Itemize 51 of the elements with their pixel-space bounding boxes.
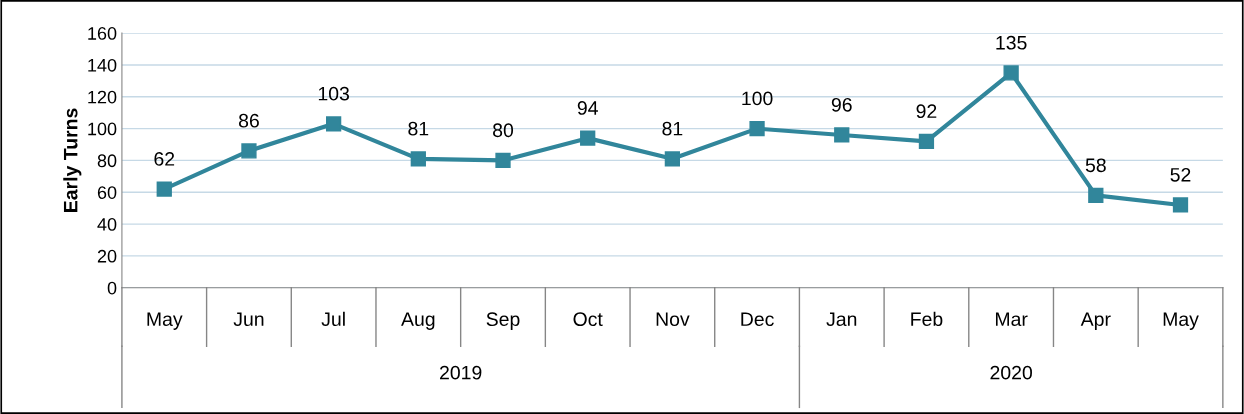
y-tick-label: 120 xyxy=(88,90,117,104)
data-label: 96 xyxy=(831,97,852,112)
point xyxy=(325,116,342,132)
data-label: 80 xyxy=(493,123,514,138)
point xyxy=(495,152,511,169)
y-tick-label: 100 xyxy=(88,122,117,136)
point xyxy=(834,127,850,143)
point xyxy=(580,130,596,146)
x-tick-label: May xyxy=(147,312,183,330)
x-tick-label: Oct xyxy=(573,312,603,327)
point xyxy=(664,151,681,167)
y-axis-title: Early Turns xyxy=(63,108,82,212)
data-label: 52 xyxy=(1170,167,1191,182)
point xyxy=(1088,187,1104,204)
data-label: 81 xyxy=(662,121,683,136)
data-label: 86 xyxy=(238,113,259,128)
x-tick-label: Nov xyxy=(656,312,690,327)
y-tick-label: 80 xyxy=(97,154,117,168)
data-label: 103 xyxy=(318,86,349,101)
y-tick-label: 60 xyxy=(97,186,117,199)
x-tick-label: Aug xyxy=(401,312,435,330)
point xyxy=(241,143,257,159)
y-tick-label: 40 xyxy=(97,218,117,231)
point xyxy=(410,151,426,167)
x-tick-label: Feb xyxy=(911,311,943,327)
data-label: 100 xyxy=(742,91,773,106)
x-tick-label: Mar xyxy=(995,312,1028,327)
point xyxy=(1172,197,1189,213)
x-tick-label: May xyxy=(1163,312,1199,330)
x-tick-label: Dec xyxy=(741,312,774,327)
x-tick-label: Apr xyxy=(1080,312,1111,330)
x-tick-label: Sep xyxy=(486,312,520,330)
point xyxy=(156,181,172,197)
data-label: 94 xyxy=(577,101,598,115)
text: 2019 xyxy=(440,365,482,380)
data-label: 81 xyxy=(408,121,429,136)
data-label: 92 xyxy=(916,104,937,119)
data-label: 135 xyxy=(996,35,1027,50)
point xyxy=(749,120,765,137)
y-tick-label: 140 xyxy=(88,58,117,72)
point xyxy=(918,133,935,149)
text: 2020 xyxy=(990,365,1032,380)
y-tick-label: 0 xyxy=(107,281,117,295)
point xyxy=(1003,65,1019,81)
x-tick-label: Jan xyxy=(826,312,857,327)
x-tick-label: Jun xyxy=(233,312,264,327)
data-label: 62 xyxy=(154,152,175,166)
y-tick-label: 160 xyxy=(88,27,117,40)
y-tick-label: 20 xyxy=(97,249,117,263)
data-label: 58 xyxy=(1085,158,1106,173)
x-tick-label: Jul xyxy=(321,311,345,327)
